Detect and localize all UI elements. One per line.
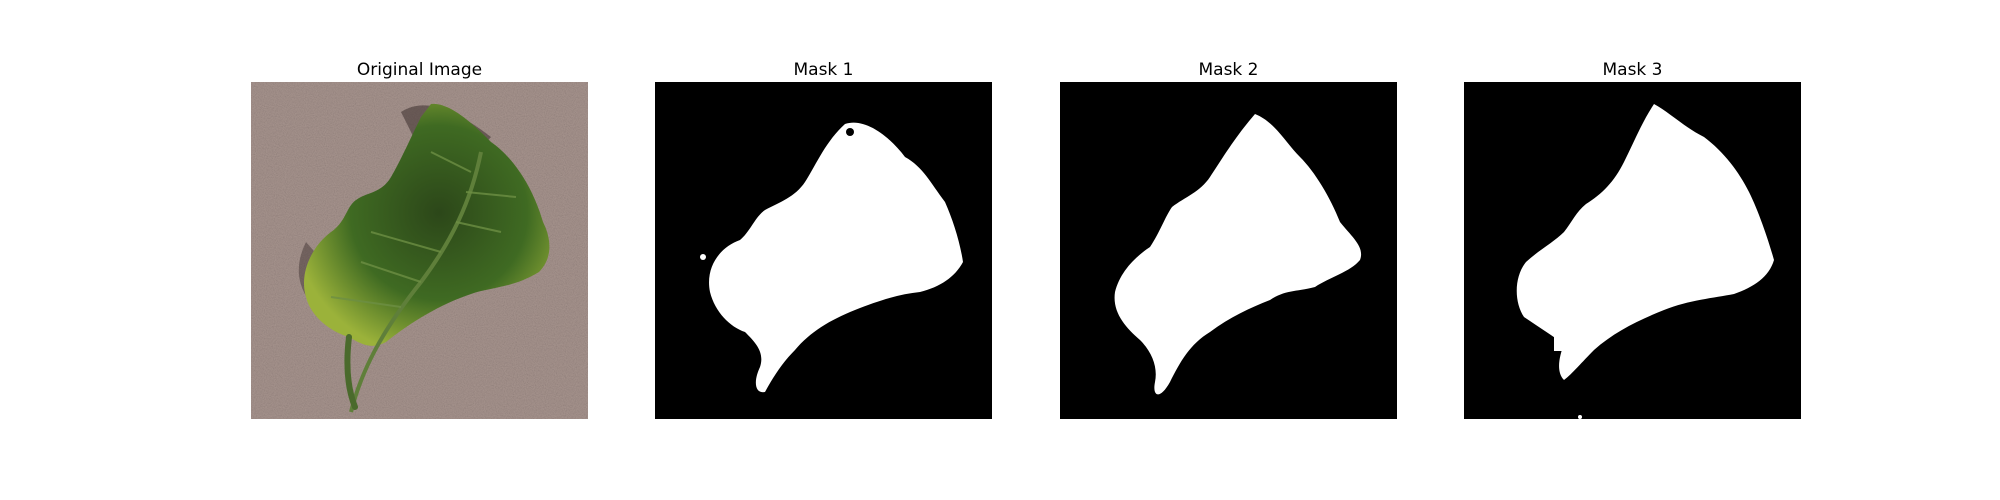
original-image-title: Original Image	[356, 60, 483, 80]
original-image	[251, 82, 588, 419]
mask-3-image	[1464, 82, 1801, 419]
original-image-panel: Original Image	[251, 58, 588, 419]
mask-3-panel: Mask 3	[1464, 58, 1801, 419]
mask-1-panel: Mask 1	[655, 58, 992, 419]
leaf-shape	[303, 103, 550, 346]
mask-3-title: Mask 3	[1602, 60, 1663, 80]
mask-2-image	[1060, 82, 1397, 419]
mask-1-image	[655, 82, 992, 419]
mask-1-title: Mask 1	[793, 60, 854, 80]
mask-2-panel: Mask 2	[1060, 58, 1397, 419]
mask-2-title: Mask 2	[1198, 60, 1259, 80]
